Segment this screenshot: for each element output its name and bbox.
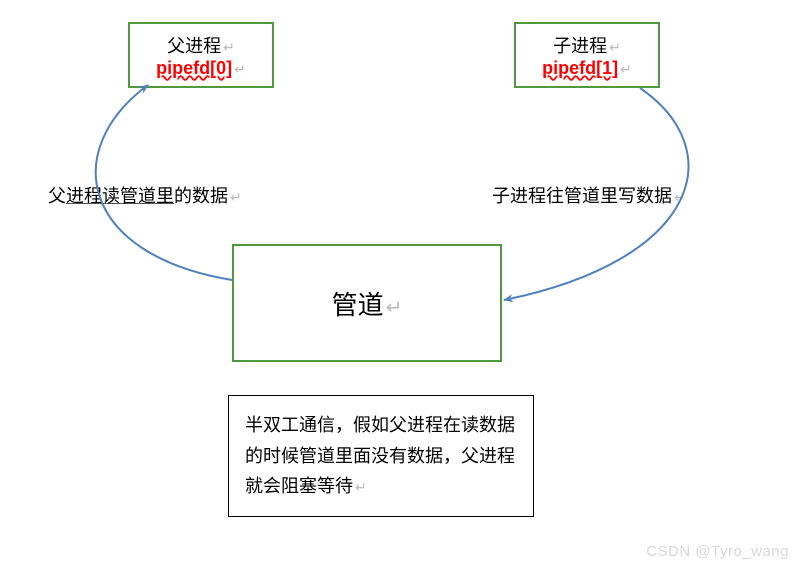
child-write-label: 子进程往管道里写数据↵ <box>492 182 686 208</box>
return-glyph: ↵ <box>609 39 621 55</box>
pipe-label-row: 管道↵ <box>332 285 403 322</box>
parent-line2: pipefd[0]↵ <box>156 58 246 79</box>
child-line2: pipefd[1]↵ <box>542 58 632 79</box>
child-title: 子进程 <box>553 36 607 56</box>
child-process-box: 子进程↵ pipefd[1]↵ <box>514 22 660 88</box>
pipe-box: 管道↵ <box>232 244 502 362</box>
parent-pipefd: pipefd[0] <box>156 58 232 78</box>
parent-read-pre: 父 <box>48 186 66 206</box>
return-glyph: ↵ <box>620 61 632 77</box>
return-glyph: ↵ <box>234 61 246 77</box>
return-glyph: ↵ <box>386 297 403 319</box>
pipe-label: 管道 <box>332 290 384 320</box>
child-pipefd: pipefd[1] <box>542 58 618 78</box>
return-glyph: ↵ <box>230 189 242 205</box>
parent-line1: 父进程↵ <box>167 32 235 58</box>
watermark: CSDN @Tyro_wang <box>646 543 789 560</box>
return-glyph: ↵ <box>674 189 686 205</box>
return-glyph: ↵ <box>223 39 235 55</box>
child-write-text: 子进程往管道里写数据 <box>492 186 672 206</box>
return-glyph: ↵ <box>355 479 367 495</box>
parent-read-ul: 进程读管道里 <box>66 186 174 206</box>
child-line1: 子进程↵ <box>553 32 621 58</box>
parent-process-box: 父进程↵ pipefd[0]↵ <box>128 22 274 88</box>
parent-read-post: 的数据 <box>174 186 228 206</box>
parent-read-label: 父进程读管道里的数据↵ <box>48 182 242 208</box>
description-box: 半双工通信，假如父进程在读数据的时候管道里面没有数据，父进程就会阻塞等待↵ <box>228 395 534 517</box>
parent-title: 父进程 <box>167 36 221 56</box>
description-text: 半双工通信，假如父进程在读数据的时候管道里面没有数据，父进程就会阻塞等待 <box>245 415 515 496</box>
